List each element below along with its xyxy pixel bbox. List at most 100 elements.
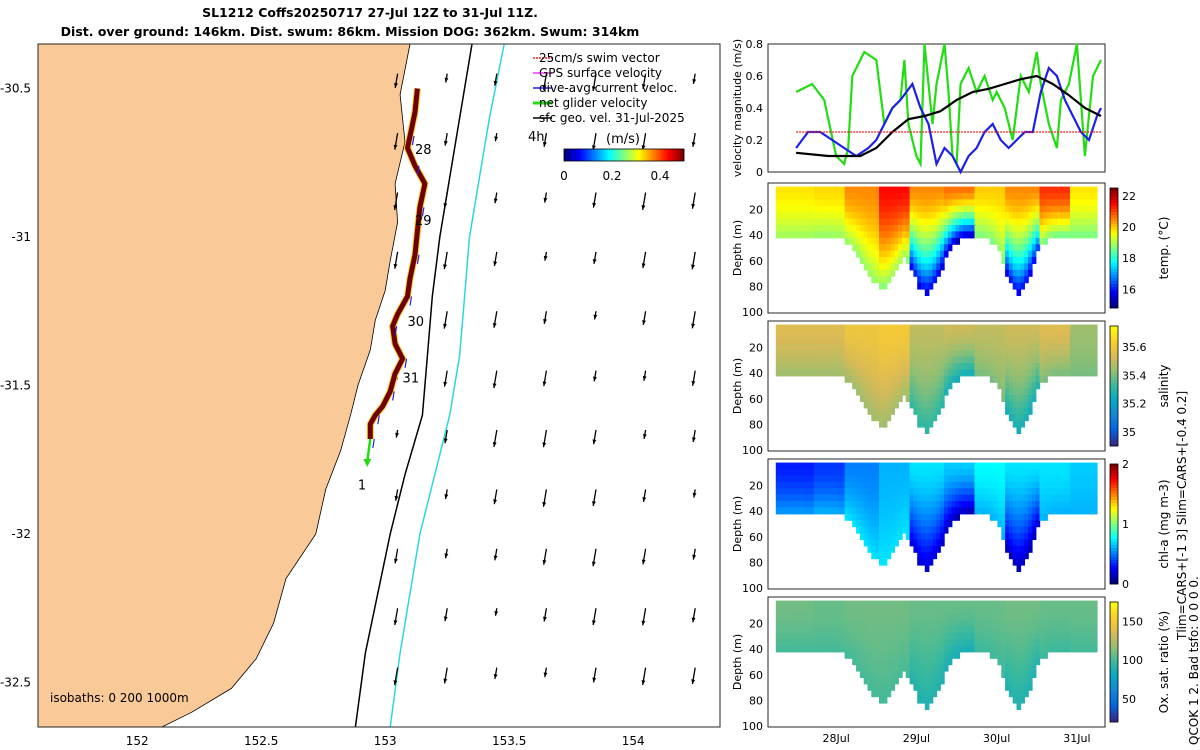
profile-cell (1043, 343, 1048, 351)
profile-cell (1031, 382, 1037, 390)
profile-colorbar-cell (1110, 548, 1118, 552)
profile-cell (959, 231, 964, 239)
profile-cell (1024, 501, 1029, 508)
profile-colorbar-cell (1110, 620, 1118, 624)
profile-cell (1028, 545, 1033, 553)
profile-cell (921, 651, 926, 659)
profile-cell (882, 645, 888, 653)
profile-cell (1085, 331, 1090, 338)
profile-cell (1081, 205, 1087, 213)
profile-cell (779, 193, 785, 200)
profile-cell (909, 664, 915, 672)
profile-cell (963, 619, 968, 627)
profile-cell (844, 613, 850, 621)
profile-cell (932, 244, 938, 252)
profile-cell (1020, 382, 1025, 390)
legend-label: sfc geo. vel. 31-Jul-2025 (539, 111, 685, 125)
profile-cell (947, 494, 953, 502)
profile-cell (901, 237, 907, 245)
profile-cell (1043, 225, 1048, 232)
profile-cell (924, 683, 930, 691)
profile-cell (963, 343, 968, 351)
profile-cell (1020, 552, 1025, 560)
profile-cell (1066, 501, 1071, 508)
profile-cell (913, 619, 918, 627)
profile-cell (1070, 619, 1075, 627)
profile-cell (905, 363, 911, 370)
profile-cell (821, 488, 827, 496)
side-note-1: Tlim=CARS+[-1 3] Slim=CARS+[-0.4 0.2] (1175, 391, 1189, 641)
profile-cell (890, 257, 895, 264)
profile-cell (852, 501, 857, 508)
profile-cell (817, 343, 823, 351)
profile-cell (905, 225, 911, 232)
profile-cell (867, 407, 873, 415)
profile-cell (791, 199, 796, 207)
profile-colorbar-cell (1110, 392, 1118, 396)
profile-cell (982, 331, 987, 338)
profile-cell (947, 607, 953, 614)
dive-avg-arrow (404, 358, 408, 368)
profile-cell (1062, 337, 1067, 345)
profile-cell (936, 343, 941, 351)
profile-cell (1085, 369, 1090, 377)
profile-cell (986, 481, 991, 489)
profile-cell (1035, 626, 1041, 634)
profile-cell (932, 613, 938, 621)
profile-cell (1089, 607, 1094, 614)
profile-cell (879, 186, 884, 194)
profile-cell (921, 324, 926, 332)
profile-cell (997, 607, 1002, 614)
profile-cell (947, 481, 953, 489)
profile-cell (1039, 237, 1045, 245)
profile-cell (1008, 356, 1014, 364)
profile-cell (863, 225, 869, 232)
profile-cell (913, 520, 918, 528)
profile-cell (833, 212, 838, 220)
dive-avg-arrow (421, 207, 425, 217)
profile-cell (986, 626, 991, 634)
profile-cell (1058, 331, 1064, 338)
profile-cell (879, 395, 884, 402)
profile-cell (882, 683, 888, 691)
profile-cell (924, 658, 930, 666)
profile-cell (1020, 651, 1025, 659)
profile-cell (791, 469, 796, 476)
profile-cell (810, 632, 815, 640)
profile-colorbar-cell (1110, 335, 1118, 339)
profile-cell (871, 645, 876, 653)
profile-cell (924, 414, 930, 422)
profile-cell (986, 231, 991, 239)
profile-cell (1039, 369, 1045, 377)
profile-cell (1093, 218, 1098, 226)
profile-cell (837, 212, 842, 220)
profile-cell (955, 600, 960, 608)
profile-cell (1001, 343, 1006, 351)
profile-cell (963, 481, 968, 489)
profile-cell (974, 469, 980, 476)
profile-cell (928, 539, 934, 547)
map-colorbar-cell (588, 149, 591, 161)
profile-cell (913, 626, 918, 634)
velocity-axes (767, 43, 1106, 173)
profile-cell (970, 475, 976, 483)
profile-cell (1043, 475, 1048, 483)
geo-vel-arrowhead (443, 381, 448, 387)
profile-cell (936, 520, 941, 528)
profile-cell (913, 231, 918, 239)
profile-cell (917, 664, 922, 672)
profile-cell (837, 186, 842, 194)
profile-cell (943, 613, 949, 621)
map-colorbar-cell (576, 149, 579, 161)
map-colorbar-cell (676, 149, 679, 161)
profile-cell (875, 600, 880, 608)
profile-cell (840, 343, 846, 351)
profile-cell (1077, 494, 1083, 502)
profile-cell (986, 369, 991, 377)
profile-cell (1085, 645, 1090, 653)
geo-vel-arrowhead (691, 264, 695, 270)
profile-cell (898, 639, 903, 646)
profile-cell (1020, 639, 1025, 646)
profile-cell (1093, 205, 1098, 213)
profile-cell (1016, 651, 1022, 659)
